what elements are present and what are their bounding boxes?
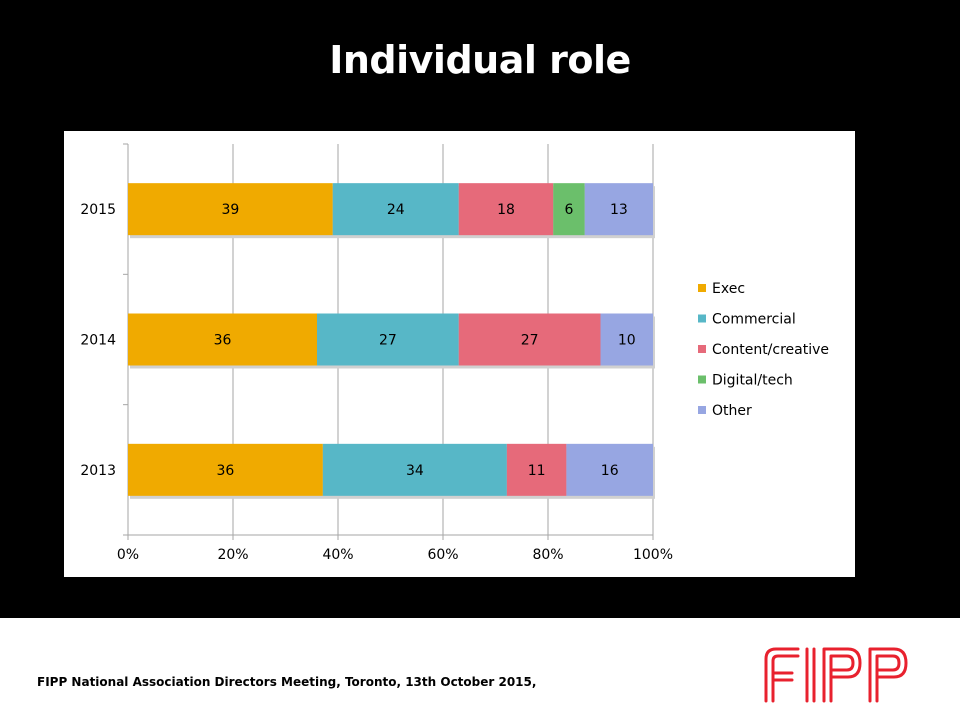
footer-text: FIPP National Association Directors Meet… [37, 675, 537, 689]
legend-swatch [698, 314, 706, 323]
legend-swatch [698, 375, 706, 384]
data-label: 27 [521, 333, 539, 349]
bar-segment [600, 313, 653, 366]
data-label: 34 [406, 463, 424, 479]
data-label: 10 [618, 333, 636, 349]
bar-segment [566, 443, 653, 496]
data-label: 18 [497, 202, 515, 218]
y-tick-label: 2015 [80, 202, 116, 218]
x-tick-label: 80% [532, 547, 563, 563]
data-label: 6 [565, 202, 574, 218]
data-label: 16 [601, 463, 619, 479]
chart-panel: 0% 20% 40% 60% 80% 100% 39 24 18 6 13 2015 36 27 27 10 2… [64, 131, 855, 577]
bar-segment [128, 183, 333, 236]
bar-segment [584, 183, 653, 236]
x-tick-label: 0% [117, 547, 139, 563]
bar-segment [506, 443, 567, 496]
bar-segment [128, 443, 323, 496]
data-label: 36 [214, 333, 232, 349]
legend-swatch [698, 406, 706, 414]
data-label: 13 [610, 202, 628, 218]
bar-segment [458, 313, 601, 366]
slide-title: Individual role [329, 38, 631, 82]
fipp-logo [764, 647, 908, 703]
x-tick-label: 40% [322, 547, 353, 563]
bar-segment [332, 183, 459, 236]
x-tick-label: 60% [427, 547, 458, 563]
legend-label: Content/creative [712, 342, 829, 358]
data-label: 24 [387, 202, 405, 218]
bar-segment [317, 313, 459, 366]
legend-swatch [698, 345, 706, 353]
legend-label: Digital/tech [712, 373, 793, 389]
legend-label: Exec [712, 281, 745, 297]
data-label: 39 [221, 202, 239, 218]
data-label: 27 [379, 333, 397, 349]
data-label: 11 [528, 463, 546, 479]
bar-segment [553, 183, 585, 236]
x-tick-label: 100% [633, 547, 673, 563]
legend-label: Commercial [712, 312, 796, 328]
stacked-bar-chart: 0% 20% 40% 60% 80% 100% 39 24 18 6 13 2015 36 27 27 10 2… [80, 143, 829, 563]
bar-segment [322, 443, 507, 496]
bar-segment [458, 183, 554, 236]
y-tick-label: 2013 [80, 463, 116, 479]
x-tick-label: 20% [217, 547, 248, 563]
legend-label: Other [712, 403, 752, 419]
data-label: 36 [217, 463, 235, 479]
y-tick-label: 2014 [80, 333, 116, 349]
legend-swatch [698, 284, 706, 292]
bar-segment [128, 313, 317, 366]
